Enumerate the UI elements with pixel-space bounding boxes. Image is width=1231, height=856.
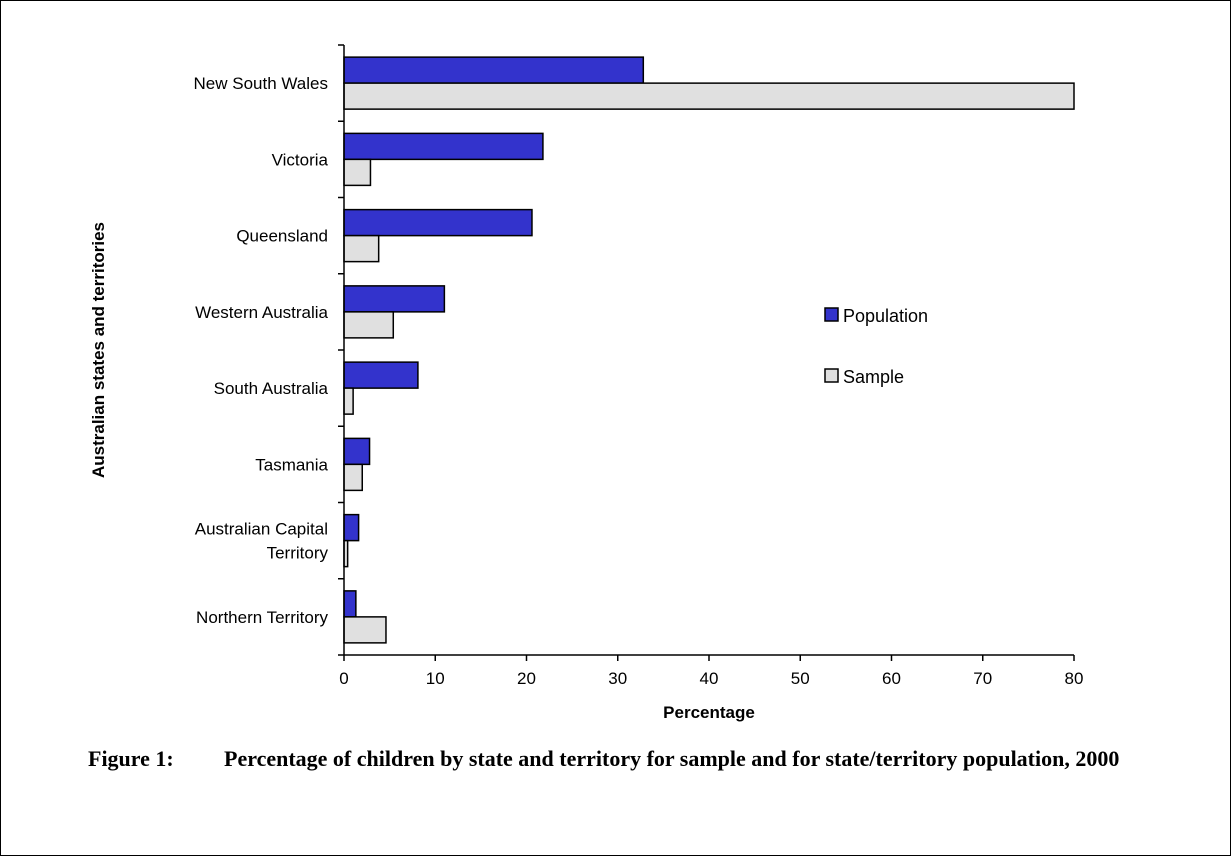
category-label-line: New South Wales [194,74,328,93]
x-tick-label-40: 40 [700,669,719,688]
category-label-7: Northern Territory [196,608,328,627]
legend-label-population: Population [843,306,928,326]
legend-swatch-sample [824,368,839,383]
category-label-2: Queensland [236,227,328,246]
bar-sample-0 [343,82,1075,110]
category-labels: New South Wales Victoria Queensland Western… [194,74,329,627]
category-label-6: Australian Capital Territory [195,520,329,563]
bar-chart: New South Wales Victoria Queensland Western… [89,44,1083,722]
bar-sample-7 [343,616,387,644]
x-tick-label-0: 0 [339,669,348,688]
category-label-0: New South Wales [194,74,328,93]
x-tick-labels: 0 10 20 30 40 50 60 70 80 [339,669,1083,688]
legend: Population Sample [824,306,928,387]
category-label-line: South Australia [214,379,329,398]
bar-sample-2 [343,234,380,263]
category-label-5: Tasmania [255,455,328,474]
category-label-line: Western Australia [195,303,328,322]
x-tick-label-10: 10 [426,669,445,688]
category-label-line: Queensland [236,227,328,246]
category-label-3: Western Australia [195,303,328,322]
x-tick-label-60: 60 [882,669,901,688]
category-label-line: Victoria [272,150,329,169]
legend-swatch-population [824,307,839,322]
bar-sample-5 [343,463,363,492]
category-label-line: Northern Territory [196,608,328,627]
bar-population-6 [343,513,360,542]
category-label-1: Victoria [272,150,329,169]
x-tick-label-70: 70 [973,669,992,688]
y-axis-title: Australian states and territories [89,222,108,478]
x-tick-label-20: 20 [517,669,536,688]
bar-sample-3 [343,311,395,339]
x-tick-label-80: 80 [1065,669,1084,688]
bar-population-4 [343,361,419,389]
bar-population-0 [343,56,645,84]
bar-sample-4 [343,387,354,415]
axes-group [338,44,1075,661]
bar-sample-1 [343,158,372,187]
bar-population-3 [343,285,446,313]
caption-text: Percentage of children by state and terr… [224,746,1120,771]
x-axis-title: Percentage [663,703,755,722]
category-label-line: Tasmania [255,455,328,474]
bars-group [343,56,1075,644]
caption-number: Figure 1: [88,746,174,771]
bar-population-7 [343,590,357,618]
bar-population-2 [343,208,533,237]
bar-population-1 [343,132,544,161]
x-tick-label-50: 50 [791,669,810,688]
legend-label-sample: Sample [843,367,904,387]
category-label-line: Territory [267,544,329,563]
category-label-4: South Australia [214,379,329,398]
bar-population-5 [343,437,371,466]
category-label-line: Australian Capital [195,520,328,539]
x-tick-label-30: 30 [608,669,627,688]
